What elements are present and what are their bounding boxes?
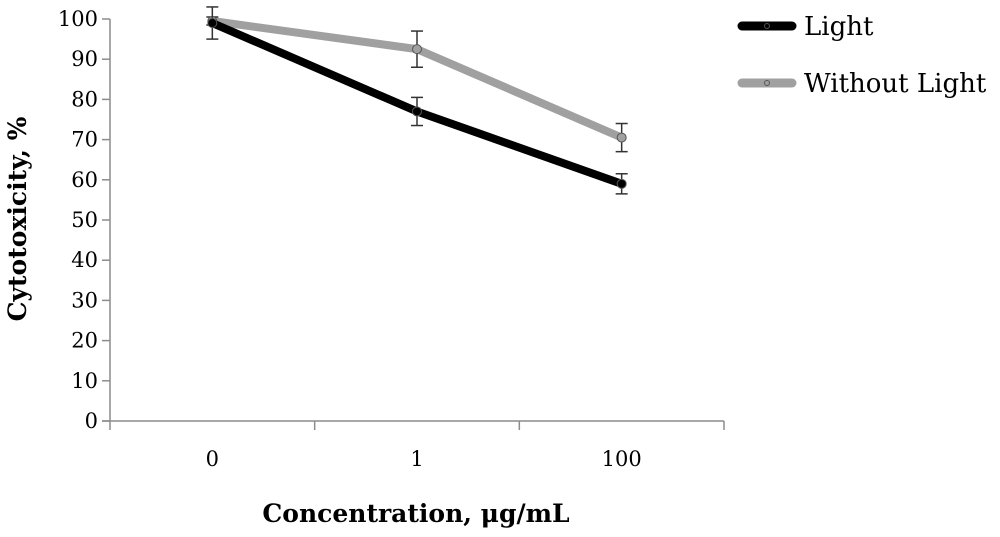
y-tick-label: 0	[85, 409, 98, 433]
data-point	[207, 18, 218, 29]
data-point	[412, 44, 422, 55]
plot-area	[206, 6, 628, 195]
y-tick-label: 10	[71, 369, 98, 393]
y-tick-label: 60	[71, 168, 98, 192]
axes: 0 10 20 30 40 50 60 70 80 90 100 0 1 100	[58, 7, 725, 471]
series-without-light	[206, 16, 628, 153]
legend-item: Light	[737, 12, 874, 42]
y-tick-label: 50	[71, 208, 98, 232]
legend-label: Without Light	[804, 69, 987, 99]
data-point	[616, 132, 627, 143]
x-tick-label: 100	[602, 447, 642, 471]
legend-marker	[764, 23, 770, 29]
legend-item: Without Light	[737, 69, 987, 99]
legend: Light Without Light	[737, 12, 987, 99]
y-axis-title: Cytotoxicity, %	[3, 116, 32, 321]
y-tick-label: 90	[71, 47, 98, 71]
x-tick-label: 1	[410, 447, 423, 471]
data-point	[616, 178, 627, 189]
y-tick-label: 100	[58, 7, 98, 31]
y-tick-label: 70	[71, 128, 98, 152]
series-light	[206, 6, 628, 195]
x-axis-title: Concentration, μg/mL	[262, 499, 570, 528]
data-point	[412, 106, 422, 117]
legend-label: Light	[804, 12, 874, 42]
y-tick-label: 20	[71, 329, 98, 353]
x-tick-label: 0	[206, 447, 219, 471]
y-tick-label: 80	[71, 87, 98, 111]
y-tick-label: 30	[71, 288, 98, 312]
y-tick-label: 40	[71, 248, 98, 272]
legend-marker	[764, 80, 770, 86]
